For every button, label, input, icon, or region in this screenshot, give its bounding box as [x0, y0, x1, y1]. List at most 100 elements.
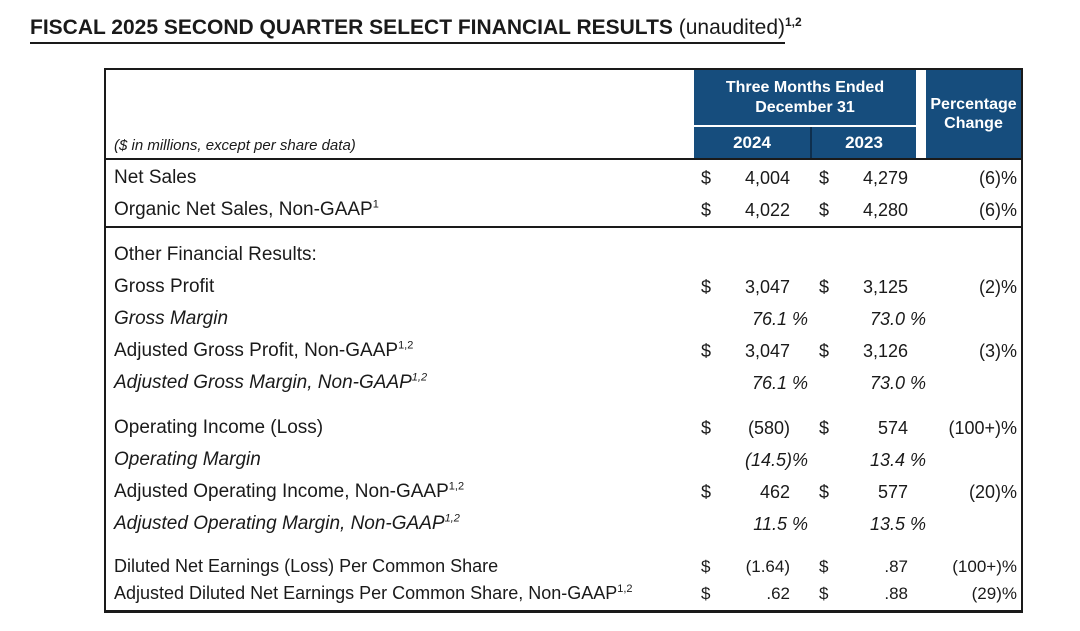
currency-symbol-2023: $: [819, 556, 829, 576]
row-label: Gross Margin: [106, 308, 698, 330]
row-label-text: Organic Net Sales, Non-GAAP: [114, 199, 373, 220]
value-2024: (1.64): [745, 556, 790, 576]
margin-value-2024: 76.1 %: [751, 308, 808, 329]
margin-value-2024: (14.5)%: [744, 449, 808, 470]
column-header-2023: 2023: [812, 127, 916, 158]
table-row-data: Adjusted Gross Profit, Non-GAAP1,2 $3,047…: [106, 335, 1021, 367]
margin-value-2023: 73.0 %: [869, 372, 926, 393]
table-row-margin: Operating Margin (14.5)% 13.4 %: [106, 444, 1021, 476]
row-label: Operating Margin: [106, 449, 698, 471]
row-label-text: Adjusted Operating Margin, Non-GAAP: [114, 513, 445, 534]
margin-value-2023: 13.5 %: [869, 513, 926, 534]
row-label: Adjusted Operating Margin, Non-GAAP1,2: [106, 513, 698, 535]
currency-symbol-2024: $: [701, 199, 712, 220]
currency-symbol-2023: $: [819, 276, 830, 297]
period-column-group: Three Months Ended December 31 2024 2023: [694, 70, 916, 158]
percentage-change-value: (6)%: [978, 199, 1017, 220]
row-label: Operating Income (Loss): [106, 417, 698, 439]
units-note-cell: ($ in millions, except per share data): [106, 70, 694, 158]
page-title: FISCAL 2025 SECOND QUARTER SELECT FINANC…: [30, 15, 802, 44]
table-row-gap: [106, 540, 1021, 553]
page-title-main: FISCAL 2025 SECOND QUARTER SELECT FINANC…: [30, 16, 673, 39]
row-label: Adjusted Operating Income, Non-GAAP1,2: [106, 481, 698, 503]
value-2024: 4,022: [744, 199, 790, 220]
table-row-data: Net Sales $4,004 $4,279 (6)%: [106, 162, 1021, 194]
page-title-footnote-marker: 1,2: [785, 15, 802, 29]
value-2023: 4,279: [862, 167, 908, 188]
table-row-data: Organic Net Sales, Non-GAAP1 $4,022 $4,280…: [106, 194, 1021, 226]
column-header-2024: 2024: [694, 127, 810, 158]
header-gap: [916, 70, 926, 158]
footnote-marker: 1,2: [411, 371, 428, 384]
period-header: Three Months Ended December 31: [694, 70, 916, 127]
units-note: ($ in millions, except per share data): [114, 137, 356, 154]
currency-symbol-2023: $: [819, 167, 830, 188]
page-title-text: FISCAL 2025 SECOND QUARTER SELECT FINANC…: [30, 16, 785, 44]
footnote-marker: 1,2: [444, 512, 460, 525]
currency-symbol-2023: $: [819, 417, 830, 438]
row-label-text: Adjusted Diluted Net Earnings Per Common…: [114, 583, 618, 603]
value-2024: (580): [747, 417, 790, 438]
percentage-change-value: (29)%: [971, 583, 1017, 603]
table-body: Net Sales $4,004 $4,279 (6)% Organic Net Sal…: [106, 160, 1021, 610]
currency-symbol-2024: $: [701, 167, 712, 188]
table-row-data: Adjusted Operating Income, Non-GAAP1,2 $4…: [106, 476, 1021, 508]
table-row-data: Gross Profit $3,047 $3,125 (2)%: [106, 271, 1021, 303]
row-label: Adjusted Diluted Net Earnings Per Common…: [106, 583, 698, 604]
row-label-text: Operating Margin: [114, 449, 261, 470]
currency-symbol-2023: $: [819, 340, 830, 361]
currency-symbol-2024: $: [701, 481, 712, 502]
footnote-marker: 1: [372, 198, 379, 211]
footnote-marker: 1,2: [398, 339, 414, 352]
row-label: Diluted Net Earnings (Loss) Per Common S…: [106, 556, 698, 577]
percentage-change-value: (100+)%: [948, 417, 1017, 438]
value-2024: 462: [759, 481, 790, 502]
row-label-text: Gross Profit: [114, 276, 215, 297]
table-row-margin: Adjusted Operating Margin, Non-GAAP1,2 11…: [106, 508, 1021, 540]
row-label-text: Other Financial Results:: [114, 244, 317, 265]
row-label: Net Sales: [106, 167, 698, 189]
row-label: Other Financial Results:: [106, 244, 1021, 266]
table-row-gap: [106, 399, 1021, 412]
value-2023: 3,126: [862, 340, 908, 361]
value-2024: .62: [766, 583, 790, 603]
currency-symbol-2024: $: [701, 276, 712, 297]
currency-symbol-2023: $: [819, 199, 830, 220]
percentage-change-value: (6)%: [978, 167, 1017, 188]
currency-symbol-2024: $: [701, 583, 711, 603]
value-2023: 3,125: [862, 276, 908, 297]
value-2024: 3,047: [744, 276, 790, 297]
table-row-section: Other Financial Results:: [106, 239, 1021, 271]
table-row-data: Diluted Net Earnings (Loss) Per Common S…: [106, 553, 1021, 580]
currency-symbol-2024: $: [701, 417, 712, 438]
row-label: Organic Net Sales, Non-GAAP1: [106, 199, 698, 221]
value-2023: .88: [884, 583, 908, 603]
financial-results-table: ($ in millions, except per share data) T…: [104, 68, 1023, 613]
row-label-text: Net Sales: [114, 167, 197, 188]
value-2024: 3,047: [744, 340, 790, 361]
margin-value-2024: 11.5 %: [753, 513, 808, 534]
margin-value-2023: 13.4 %: [869, 449, 926, 470]
currency-symbol-2023: $: [819, 583, 829, 603]
row-label-text: Adjusted Operating Income, Non-GAAP: [114, 481, 449, 502]
table-row-divider: [106, 226, 1021, 239]
row-label: Gross Profit: [106, 276, 698, 298]
percentage-change-header: Percentage Change: [926, 70, 1021, 158]
row-label: Adjusted Gross Profit, Non-GAAP1,2: [106, 340, 698, 362]
row-label-text: Diluted Net Earnings (Loss) Per Common S…: [114, 556, 499, 576]
currency-symbol-2024: $: [701, 556, 711, 576]
table-row-data: Adjusted Diluted Net Earnings Per Common…: [106, 580, 1021, 607]
margin-value-2024: 76.1 %: [751, 372, 808, 393]
table-row-margin: Adjusted Gross Margin, Non-GAAP1,2 76.1 %…: [106, 367, 1021, 399]
row-label: Adjusted Gross Margin, Non-GAAP1,2: [106, 372, 698, 394]
value-2023: 577: [877, 481, 908, 502]
row-label-text: Adjusted Gross Profit, Non-GAAP: [114, 340, 399, 361]
value-2023: .87: [884, 556, 908, 576]
table-row-data: Operating Income (Loss) $ (580) $574 (100+)%: [106, 412, 1021, 444]
percentage-change-value: (2)%: [978, 276, 1017, 297]
footnote-marker: 1,2: [617, 583, 633, 595]
currency-symbol-2023: $: [819, 481, 830, 502]
currency-symbol-2024: $: [701, 340, 712, 361]
percentage-change-value: (100+)%: [952, 556, 1017, 576]
